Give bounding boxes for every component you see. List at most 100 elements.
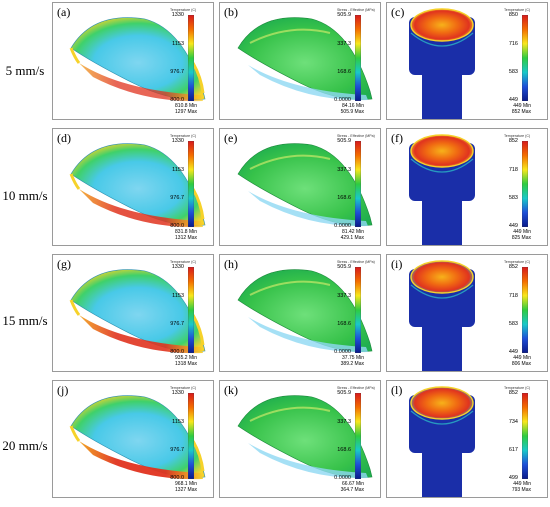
colorbar xyxy=(355,141,361,227)
panel-tag: (k) xyxy=(224,383,238,397)
colorbar-tick-bottom: 449 xyxy=(508,223,518,229)
colorbar xyxy=(355,267,361,353)
colorbar xyxy=(188,393,194,479)
colorbar-title: Temperature (C) xyxy=(504,386,531,390)
colorbar-tick-top: 1330 xyxy=(171,12,184,18)
panel-b: (b) Stress - Effective (MPa) 505.9 337.3… xyxy=(219,2,381,120)
colorbar xyxy=(188,267,194,353)
colorbar-tick-upper: 337.3 xyxy=(337,40,351,47)
panel-l: (l) Temperature (C) 852 734 617 499 449 … xyxy=(386,380,548,498)
colorbar-tick-top: 1330 xyxy=(171,138,184,144)
max-value: 806 Max xyxy=(511,361,531,367)
colorbar-tick-bottom: 800.0 xyxy=(170,349,184,355)
panel-tag: (b) xyxy=(224,5,238,19)
colorbar-tick-top: 505.9 xyxy=(337,138,351,144)
colorbar-tick-lower: 976.7 xyxy=(170,69,184,76)
panel-tag: (c) xyxy=(391,5,405,19)
max-value: 1297 Max xyxy=(175,109,197,115)
colorbar-title: Stress - Effective (MPa) xyxy=(337,8,375,12)
colorbar xyxy=(522,15,528,101)
colorbar xyxy=(522,141,528,227)
colorbar-title: Stress - Effective (MPa) xyxy=(337,386,375,390)
colorbar-tick-top: 852 xyxy=(508,138,518,144)
colorbar-title: Temperature (C) xyxy=(170,134,197,138)
min-value: 449 Min xyxy=(513,355,531,361)
panel-i: (i) Temperature (C) 852 718 583 449 449 … xyxy=(386,254,548,372)
colorbar-tick-top: 1330 xyxy=(171,390,184,396)
colorbar-tick-lower: 168.6 xyxy=(337,447,351,454)
min-value: 449 Min xyxy=(513,103,531,109)
colorbar-tick-top: 1330 xyxy=(171,264,184,270)
colorbar xyxy=(355,15,361,101)
colorbar-tick-top: 850 xyxy=(508,12,518,18)
colorbar-tick-upper: 718 xyxy=(508,292,518,299)
colorbar-tick-bottom: 0.0000 xyxy=(334,223,351,229)
max-value: 389.2 Max xyxy=(340,361,364,367)
colorbar-title: Temperature (C) xyxy=(504,8,531,12)
min-value: 37.75 Min xyxy=(342,355,364,361)
min-value: 968.1 Min xyxy=(175,481,197,487)
colorbar-tick-bottom: 800.0 xyxy=(170,475,184,481)
min-value: 810.8 Min xyxy=(175,103,197,109)
max-value: 1312 Max xyxy=(175,235,197,241)
max-value: 505.9 Max xyxy=(340,109,364,115)
panel-h: (h) Stress - Effective (MPa) 505.9 337.3… xyxy=(219,254,381,372)
panel-tag: (l) xyxy=(391,383,403,397)
colorbar-tick-upper: 1153 xyxy=(172,166,184,173)
colorbar-tick-bottom: 800.0 xyxy=(170,223,184,229)
row-label-5mms: 5 mm/s xyxy=(5,63,45,78)
colorbar-tick-upper: 718 xyxy=(508,166,518,173)
min-value: 84.16 Min xyxy=(342,103,364,109)
panel-e: (e) Stress - Effective (MPa) 505.9 337.3… xyxy=(219,128,381,246)
panel-g: (g) Temperature (C) 1330 1153 976.7 800.… xyxy=(52,254,214,372)
colorbar-tick-top: 852 xyxy=(508,264,518,270)
panel-j: (j) Temperature (C) 1330 1153 976.7 800.… xyxy=(52,380,214,498)
colorbar-title: Temperature (C) xyxy=(170,260,197,264)
colorbar-title: Temperature (C) xyxy=(170,8,197,12)
colorbar-tick-top: 852 xyxy=(508,390,518,396)
colorbar-title: Stress - Effective (MPa) xyxy=(337,134,375,138)
max-value: 852 Max xyxy=(511,109,531,115)
max-value: 793 Max xyxy=(511,487,531,493)
panel-a: (a) Temperature (C) 1330 1153 976.7 800.… xyxy=(52,2,214,120)
max-value: 825 Max xyxy=(511,235,531,241)
colorbar-tick-upper: 337.3 xyxy=(337,418,351,425)
colorbar-tick-upper: 337.3 xyxy=(337,166,351,173)
colorbar-title: Temperature (C) xyxy=(170,386,197,390)
billet-temperature-plot xyxy=(409,134,475,245)
panel-tag: (i) xyxy=(391,257,403,271)
colorbar xyxy=(522,267,528,353)
min-value: 449 Min xyxy=(513,229,531,235)
colorbar-tick-upper: 734 xyxy=(508,418,518,425)
row-label-20mms: 20 mm/s xyxy=(2,438,48,453)
panel-d: (d) Temperature (C) 1330 1153 976.7 800.… xyxy=(52,128,214,246)
panel-tag: (h) xyxy=(224,257,238,271)
colorbar-tick-lower: 583 xyxy=(508,195,518,202)
colorbar-tick-bottom: 0.0000 xyxy=(334,475,351,481)
colorbar-tick-lower: 583 xyxy=(508,321,518,328)
max-value: 1318 Max xyxy=(175,361,197,367)
billet-temperature-plot xyxy=(409,260,475,371)
colorbar-tick-lower: 976.7 xyxy=(170,195,184,202)
colorbar-tick-top: 505.9 xyxy=(337,390,351,396)
colorbar-tick-lower: 583 xyxy=(508,69,518,76)
panel-tag: (j) xyxy=(57,383,69,397)
colorbar-tick-bottom: 449 xyxy=(508,97,518,103)
colorbar-tick-bottom: 800.0 xyxy=(170,97,184,103)
temperature-field-plot xyxy=(69,269,206,354)
colorbar-tick-lower: 168.6 xyxy=(337,321,351,328)
colorbar-title: Stress - Effective (MPa) xyxy=(337,260,375,264)
colorbar-tick-upper: 1153 xyxy=(172,292,184,299)
row-label-10mms: 10 mm/s xyxy=(2,188,48,203)
colorbar-tick-bottom: 0.0000 xyxy=(334,97,351,103)
min-value: 449 Min xyxy=(513,481,531,487)
colorbar-tick-lower: 976.7 xyxy=(170,447,184,454)
panel-tag: (f) xyxy=(391,131,403,145)
max-value: 429.1 Max xyxy=(340,235,364,241)
billet-temperature-plot xyxy=(409,386,475,497)
colorbar-tick-bottom: 499 xyxy=(508,475,518,481)
min-value: 66.67 Min xyxy=(342,481,364,487)
colorbar-title: Temperature (C) xyxy=(504,134,531,138)
panel-tag: (a) xyxy=(57,5,71,19)
colorbar-tick-lower: 168.6 xyxy=(337,195,351,202)
